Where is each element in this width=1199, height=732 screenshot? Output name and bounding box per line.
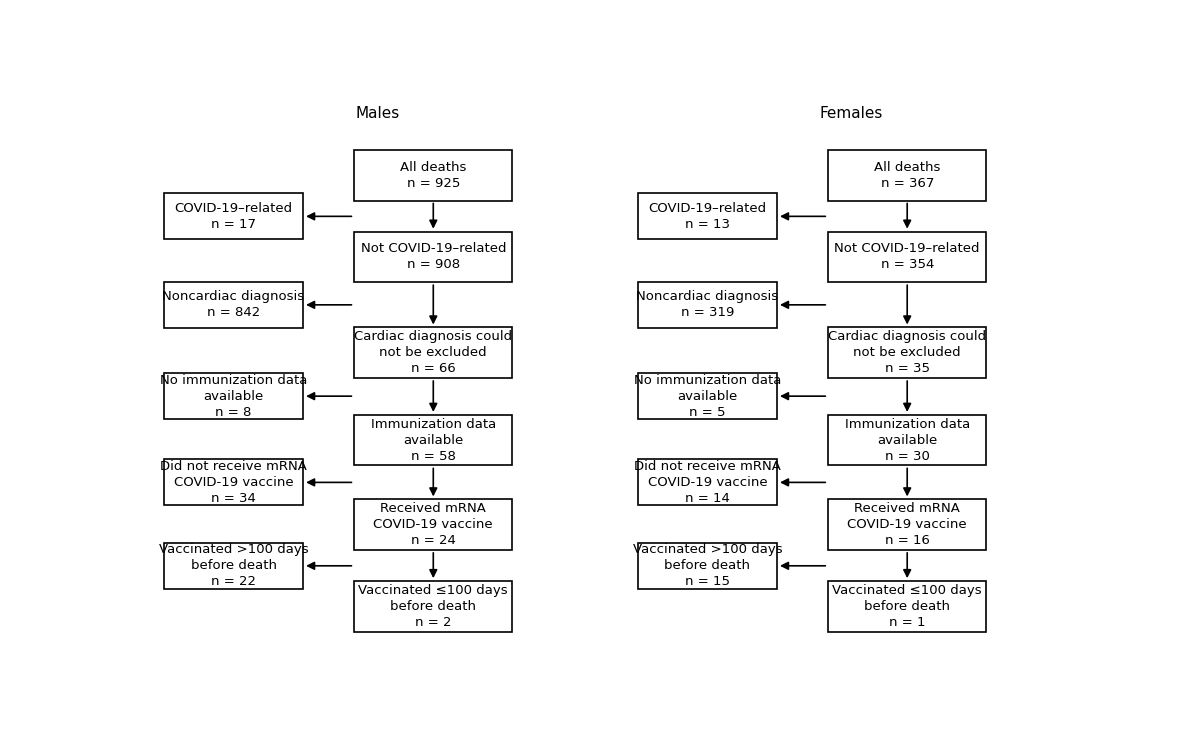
Text: Did not receive mRNA
COVID-19 vaccine
n = 34: Did not receive mRNA COVID-19 vaccine n … <box>161 460 307 505</box>
FancyBboxPatch shape <box>164 373 303 419</box>
Text: Received mRNA
COVID-19 vaccine
n = 16: Received mRNA COVID-19 vaccine n = 16 <box>848 502 968 547</box>
Text: Received mRNA
COVID-19 vaccine
n = 24: Received mRNA COVID-19 vaccine n = 24 <box>373 502 493 547</box>
FancyBboxPatch shape <box>829 415 987 466</box>
Text: Males: Males <box>355 105 399 121</box>
Text: Vaccinated ≤100 days
before death
n = 1: Vaccinated ≤100 days before death n = 1 <box>832 584 982 629</box>
FancyBboxPatch shape <box>638 193 777 239</box>
FancyBboxPatch shape <box>164 282 303 328</box>
FancyBboxPatch shape <box>164 459 303 506</box>
FancyBboxPatch shape <box>638 459 777 506</box>
FancyBboxPatch shape <box>355 327 512 378</box>
FancyBboxPatch shape <box>829 581 987 632</box>
FancyBboxPatch shape <box>355 415 512 466</box>
Text: All deaths
n = 925: All deaths n = 925 <box>400 161 466 190</box>
Text: Not COVID-19–related
n = 354: Not COVID-19–related n = 354 <box>835 242 980 272</box>
Text: COVID-19–related
n = 17: COVID-19–related n = 17 <box>174 202 293 231</box>
Text: Did not receive mRNA
COVID-19 vaccine
n = 14: Did not receive mRNA COVID-19 vaccine n … <box>634 460 781 505</box>
Text: Cardiac diagnosis could
not be excluded
n = 66: Cardiac diagnosis could not be excluded … <box>354 330 512 376</box>
Text: Not COVID-19–related
n = 908: Not COVID-19–related n = 908 <box>361 242 506 272</box>
FancyBboxPatch shape <box>829 327 987 378</box>
FancyBboxPatch shape <box>829 499 987 550</box>
FancyBboxPatch shape <box>355 150 512 201</box>
Text: Vaccinated >100 days
before death
n = 22: Vaccinated >100 days before death n = 22 <box>158 543 308 589</box>
FancyBboxPatch shape <box>355 499 512 550</box>
Text: Immunization data
available
n = 58: Immunization data available n = 58 <box>370 418 496 463</box>
Text: Noncardiac diagnosis
n = 319: Noncardiac diagnosis n = 319 <box>637 291 778 319</box>
Text: Cardiac diagnosis could
not be excluded
n = 35: Cardiac diagnosis could not be excluded … <box>829 330 987 376</box>
Text: Vaccinated ≤100 days
before death
n = 2: Vaccinated ≤100 days before death n = 2 <box>359 584 508 629</box>
FancyBboxPatch shape <box>829 231 987 283</box>
FancyBboxPatch shape <box>164 542 303 589</box>
FancyBboxPatch shape <box>164 193 303 239</box>
FancyBboxPatch shape <box>355 231 512 283</box>
FancyBboxPatch shape <box>638 373 777 419</box>
Text: Noncardiac diagnosis
n = 842: Noncardiac diagnosis n = 842 <box>162 291 305 319</box>
Text: Immunization data
available
n = 30: Immunization data available n = 30 <box>844 418 970 463</box>
FancyBboxPatch shape <box>638 542 777 589</box>
Text: No immunization data
available
n = 5: No immunization data available n = 5 <box>634 373 781 419</box>
FancyBboxPatch shape <box>829 150 987 201</box>
Text: COVID-19–related
n = 13: COVID-19–related n = 13 <box>649 202 766 231</box>
Text: Vaccinated >100 days
before death
n = 15: Vaccinated >100 days before death n = 15 <box>633 543 782 589</box>
Text: All deaths
n = 367: All deaths n = 367 <box>874 161 940 190</box>
Text: Females: Females <box>820 105 884 121</box>
FancyBboxPatch shape <box>355 581 512 632</box>
FancyBboxPatch shape <box>638 282 777 328</box>
Text: No immunization data
available
n = 8: No immunization data available n = 8 <box>159 373 307 419</box>
